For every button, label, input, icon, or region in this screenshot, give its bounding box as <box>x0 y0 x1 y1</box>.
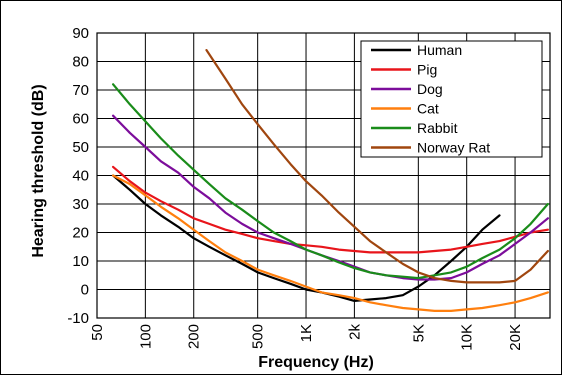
y-tick-label: 60 <box>72 111 89 128</box>
x-axis-title: Frequency (Hz) <box>258 354 374 371</box>
x-tick-label: 20K <box>507 324 524 351</box>
plot-area-border <box>96 32 551 319</box>
y-tick-label: 20 <box>72 225 89 242</box>
legend-label-cat: Cat <box>417 101 439 117</box>
y-tick-label: 30 <box>72 196 89 213</box>
x-tick-label: 500 <box>250 324 267 349</box>
y-tick-label: -10 <box>67 310 89 327</box>
y-tick-label: 10 <box>72 253 89 270</box>
y-tick-label: 0 <box>81 282 89 299</box>
x-tick-label: 1K <box>298 324 315 342</box>
legend-label-pig: Pig <box>417 62 437 78</box>
legend-label-norway-rat: Norway Rat <box>417 140 490 156</box>
legend-box <box>360 40 543 158</box>
y-tick-label: 40 <box>72 168 89 185</box>
legend-label-rabbit: Rabbit <box>417 120 458 136</box>
y-tick-label: 90 <box>72 25 89 42</box>
legend-label-dog: Dog <box>417 81 443 97</box>
legend: Human Pig Dog Cat Rabbit Norway Rat <box>360 40 543 158</box>
y-tick-label: 70 <box>72 82 89 99</box>
y-tick-label: 50 <box>72 139 89 156</box>
series-lines <box>112 49 549 312</box>
y-tick-label: 80 <box>72 54 89 71</box>
x-tick-labels: 50 100 200 500 1K 2k 5K 10K 20K <box>89 324 524 351</box>
series-line-rabbit <box>112 83 549 280</box>
x-tick-label: 100 <box>137 324 154 349</box>
legend-label-human: Human <box>417 42 462 58</box>
x-tick-label: 50 <box>89 324 106 341</box>
series-line-norway-rat <box>205 49 549 284</box>
x-tick-label: 200 <box>186 324 203 349</box>
x-tick-label: 2k <box>346 324 363 340</box>
x-tick-label: 5K <box>410 324 427 342</box>
x-tick-label: 10K <box>459 324 476 351</box>
y-axis-title: Hearing threshold (dB) <box>30 84 47 257</box>
series-line-pig <box>112 165 549 254</box>
y-tick-labels: -10 0 10 20 30 40 50 60 70 80 90 <box>67 25 89 327</box>
series-line-cat <box>112 174 549 312</box>
